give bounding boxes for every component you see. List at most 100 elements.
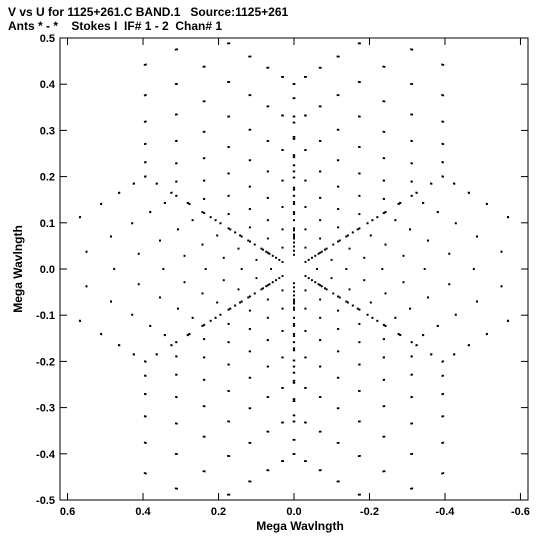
uv-point: [240, 235, 243, 238]
uv-point: [228, 493, 231, 496]
uv-point: [320, 285, 323, 288]
uv-point: [304, 460, 306, 462]
uv-point: [332, 292, 335, 295]
uv-point: [442, 415, 445, 418]
uv-point: [248, 226, 251, 229]
uv-point: [337, 94, 340, 97]
uv-point: [155, 182, 158, 185]
uv-point: [267, 284, 269, 287]
uv-point: [411, 422, 413, 425]
uv-point: [201, 211, 204, 214]
uv-point: [100, 333, 103, 336]
uv-point: [468, 344, 470, 346]
uv-point: [293, 365, 296, 368]
uv-point: [293, 371, 296, 374]
uv-point: [247, 296, 250, 299]
uv-point: [410, 113, 413, 116]
uv-point: [293, 316, 295, 319]
uv-point: [358, 213, 361, 215]
uv-point: [454, 222, 457, 224]
uv-point: [281, 460, 283, 462]
uv-point: [143, 120, 146, 123]
x-tick-label: 0.4: [135, 506, 151, 518]
uv-point: [281, 261, 284, 263]
uv-point: [382, 435, 385, 438]
uv-point: [292, 138, 295, 140]
uv-point: [249, 407, 252, 410]
uv-point: [382, 157, 385, 159]
uv-point: [144, 175, 146, 178]
uv-point: [248, 480, 251, 483]
uv-point: [371, 219, 374, 221]
uv-point: [467, 191, 470, 194]
uv-point: [227, 146, 230, 148]
uv-point: [227, 81, 229, 83]
uv-point: [307, 277, 310, 279]
x-tick-label: -0.4: [435, 506, 455, 518]
chart-title: V vs U for 1125+261.C BAND.1 Source:1125…: [8, 5, 289, 19]
uv-point: [228, 363, 230, 366]
uv-point: [216, 234, 218, 237]
y-tick-label: 0.1: [40, 218, 55, 230]
uv-point: [222, 257, 225, 259]
uv-point: [351, 231, 354, 234]
uv-point: [319, 298, 322, 301]
uv-point: [79, 320, 81, 322]
uv-point: [304, 330, 307, 332]
uv-point: [174, 453, 177, 455]
uv-point: [293, 235, 295, 238]
uv-point: [249, 295, 251, 298]
uv-point: [441, 94, 444, 96]
uv-point: [357, 42, 360, 45]
uv-point: [248, 208, 251, 210]
uv-point: [175, 373, 178, 376]
uv-point: [267, 298, 269, 301]
uv-point: [394, 219, 397, 221]
uv-point: [281, 307, 284, 310]
uv-point: [410, 453, 412, 455]
uv-point: [227, 115, 230, 118]
uv-point: [411, 341, 413, 343]
uv-point: [304, 289, 307, 292]
uv-point: [201, 243, 204, 246]
uv-points: [78, 42, 510, 496]
uv-point: [319, 430, 322, 433]
uv-point: [293, 245, 295, 248]
y-tick-label: 0.3: [40, 125, 55, 137]
uv-point: [214, 219, 217, 222]
uv-point: [227, 195, 230, 197]
uv-point: [337, 208, 339, 210]
uv-point: [337, 185, 339, 188]
uv-point: [248, 240, 251, 243]
uv-point: [267, 316, 269, 319]
uv-point: [266, 66, 269, 69]
uv-point: [188, 203, 191, 205]
uv-point: [442, 441, 445, 444]
uv-point: [278, 277, 281, 280]
uv-point: [305, 76, 307, 78]
uv-point: [358, 172, 360, 175]
uv-point: [267, 339, 269, 342]
y-tick-label: -0.2: [36, 356, 55, 368]
uv-point: [397, 333, 400, 335]
uv-point: [352, 304, 354, 307]
uv-point: [507, 319, 510, 322]
uv-point: [336, 128, 339, 131]
uv-point: [427, 296, 429, 299]
uv-point: [292, 97, 295, 100]
uv-point: [441, 142, 444, 145]
uv-point: [281, 289, 284, 292]
uv-point: [292, 156, 295, 159]
uv-point: [411, 396, 413, 398]
uv-point: [293, 325, 296, 327]
uv-point: [442, 64, 445, 66]
uv-point: [216, 301, 219, 304]
uv-point: [145, 63, 147, 66]
uv-point: [358, 322, 361, 325]
uv-point: [293, 249, 295, 252]
uv-point: [415, 344, 418, 346]
uv-point: [209, 320, 212, 322]
uv-point: [228, 455, 231, 457]
uv-point: [357, 493, 360, 496]
uv-point: [363, 279, 366, 281]
